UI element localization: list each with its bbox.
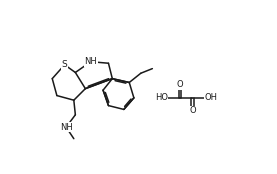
Text: O: O: [177, 80, 183, 89]
Text: NH: NH: [84, 57, 97, 66]
Text: S: S: [62, 60, 68, 69]
Text: O: O: [189, 106, 196, 116]
Text: OH: OH: [205, 93, 218, 102]
Text: HO: HO: [155, 93, 168, 102]
Text: NH: NH: [60, 123, 73, 132]
